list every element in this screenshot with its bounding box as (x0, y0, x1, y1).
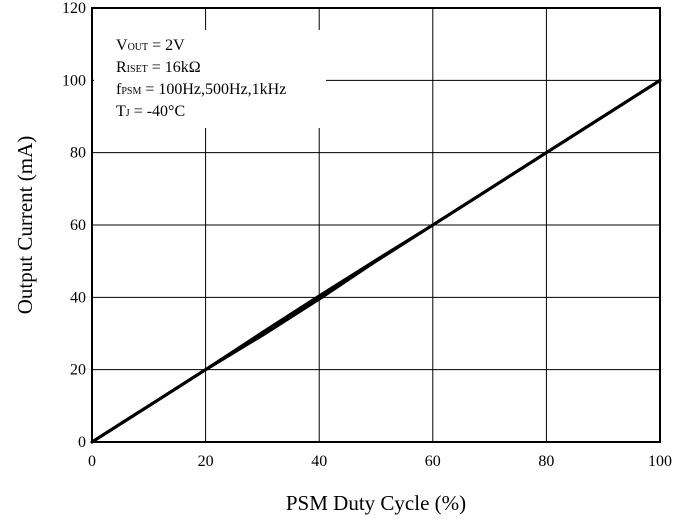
y-tick-label: 20 (70, 362, 86, 379)
x-tick-label: 40 (311, 453, 327, 470)
y-tick-labels: 0 20 40 60 80 100 120 (62, 0, 86, 451)
y-tick-label: 100 (62, 72, 86, 89)
series-group (90, 78, 662, 444)
series-line-3 (90, 78, 662, 444)
condition-line: fPSM = 100Hz,500Hz,1kHz (116, 81, 286, 98)
x-tick-label: 60 (425, 453, 441, 470)
condition-value: = 100Hz,500Hz,1kHz (141, 81, 286, 98)
plot-frame (91, 7, 661, 443)
condition-symbol: R (116, 59, 127, 76)
condition-value: = 16kΩ (148, 59, 201, 76)
condition-subscript: PSM (121, 86, 141, 97)
condition-subscript: ISET (127, 64, 148, 75)
test-conditions: VOUT = 2V RISET = 16kΩ fPSM = 100Hz,500Hz,… (116, 37, 286, 120)
condition-symbol: T (116, 103, 126, 120)
condition-line: TJ = -40°C (116, 103, 185, 120)
condition-subscript: J (126, 108, 130, 119)
y-axis-title: Output Current (mA) (13, 136, 37, 314)
condition-line: RISET = 16kΩ (116, 59, 201, 76)
y-tick-label: 80 (70, 145, 86, 162)
condition-value: = -40°C (130, 103, 185, 120)
conditions-box-background (94, 30, 326, 128)
condition-subscript: OUT (128, 42, 149, 53)
y-tick-label: 40 (70, 289, 86, 306)
condition-symbol: f (116, 81, 122, 98)
y-tick-label: 0 (78, 434, 86, 451)
condition-symbol: V (116, 37, 128, 54)
x-tick-label: 0 (88, 453, 96, 470)
x-axis-title: PSM Duty Cycle (%) (286, 491, 466, 515)
condition-value: = 2V (148, 37, 185, 54)
y-tick-label: 60 (70, 217, 86, 234)
condition-line: VOUT = 2V (116, 37, 185, 54)
y-tick-label: 120 (62, 0, 86, 17)
x-tick-labels: 0 20 40 60 80 100 (88, 453, 672, 470)
x-tick-label: 100 (648, 453, 672, 470)
x-tick-label: 80 (538, 453, 554, 470)
x-tick-label: 20 (198, 453, 214, 470)
